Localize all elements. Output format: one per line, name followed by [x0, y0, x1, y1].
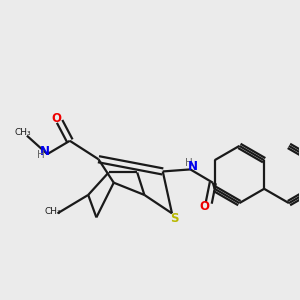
Text: O: O — [52, 112, 61, 125]
Text: CH₃: CH₃ — [14, 128, 31, 137]
Text: H: H — [37, 150, 44, 160]
Text: H: H — [185, 158, 193, 168]
Text: O: O — [199, 200, 209, 213]
Text: S: S — [170, 212, 179, 225]
Text: N: N — [40, 145, 50, 158]
Text: CH₃: CH₃ — [45, 207, 61, 216]
Text: N: N — [188, 160, 198, 173]
